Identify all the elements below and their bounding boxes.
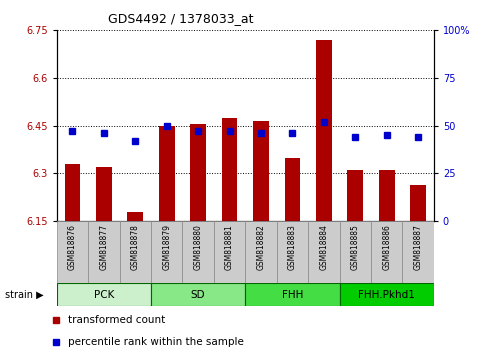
Bar <box>245 283 340 306</box>
Text: GSM818881: GSM818881 <box>225 224 234 270</box>
Text: GSM818885: GSM818885 <box>351 224 360 270</box>
Bar <box>214 221 246 283</box>
Bar <box>190 124 206 221</box>
Text: GSM818880: GSM818880 <box>194 224 203 270</box>
Bar <box>151 283 245 306</box>
Bar <box>379 170 394 221</box>
Bar <box>340 221 371 283</box>
Bar <box>277 221 308 283</box>
Text: GSM818876: GSM818876 <box>68 224 77 270</box>
Bar <box>245 221 277 283</box>
Bar <box>57 221 88 283</box>
Text: SD: SD <box>191 290 206 300</box>
Text: GSM818886: GSM818886 <box>382 224 391 270</box>
Text: GSM818887: GSM818887 <box>414 224 423 270</box>
Bar <box>127 212 143 221</box>
Bar <box>340 283 434 306</box>
Bar <box>88 221 119 283</box>
Bar <box>284 158 300 221</box>
Text: percentile rank within the sample: percentile rank within the sample <box>68 337 244 347</box>
Text: strain ▶: strain ▶ <box>5 290 43 300</box>
Bar <box>96 167 112 221</box>
Bar <box>119 221 151 283</box>
Text: GSM818878: GSM818878 <box>131 224 140 270</box>
Text: GSM818879: GSM818879 <box>162 224 171 270</box>
Text: GSM818884: GSM818884 <box>319 224 328 270</box>
Bar <box>182 221 214 283</box>
Bar <box>151 221 182 283</box>
Bar <box>57 283 151 306</box>
Text: FHH: FHH <box>282 290 303 300</box>
Bar <box>402 221 434 283</box>
Text: GSM818877: GSM818877 <box>99 224 108 270</box>
Bar <box>348 170 363 221</box>
Text: GSM818883: GSM818883 <box>288 224 297 270</box>
Text: GDS4492 / 1378033_at: GDS4492 / 1378033_at <box>108 12 254 25</box>
Text: FHH.Pkhd1: FHH.Pkhd1 <box>358 290 415 300</box>
Bar <box>308 221 340 283</box>
Bar <box>410 185 426 221</box>
Bar <box>371 221 402 283</box>
Bar <box>65 164 80 221</box>
Bar <box>222 118 238 221</box>
Bar <box>159 126 175 221</box>
Bar <box>316 40 332 221</box>
Text: transformed count: transformed count <box>68 315 166 325</box>
Text: PCK: PCK <box>94 290 114 300</box>
Bar <box>253 121 269 221</box>
Text: GSM818882: GSM818882 <box>256 224 266 270</box>
